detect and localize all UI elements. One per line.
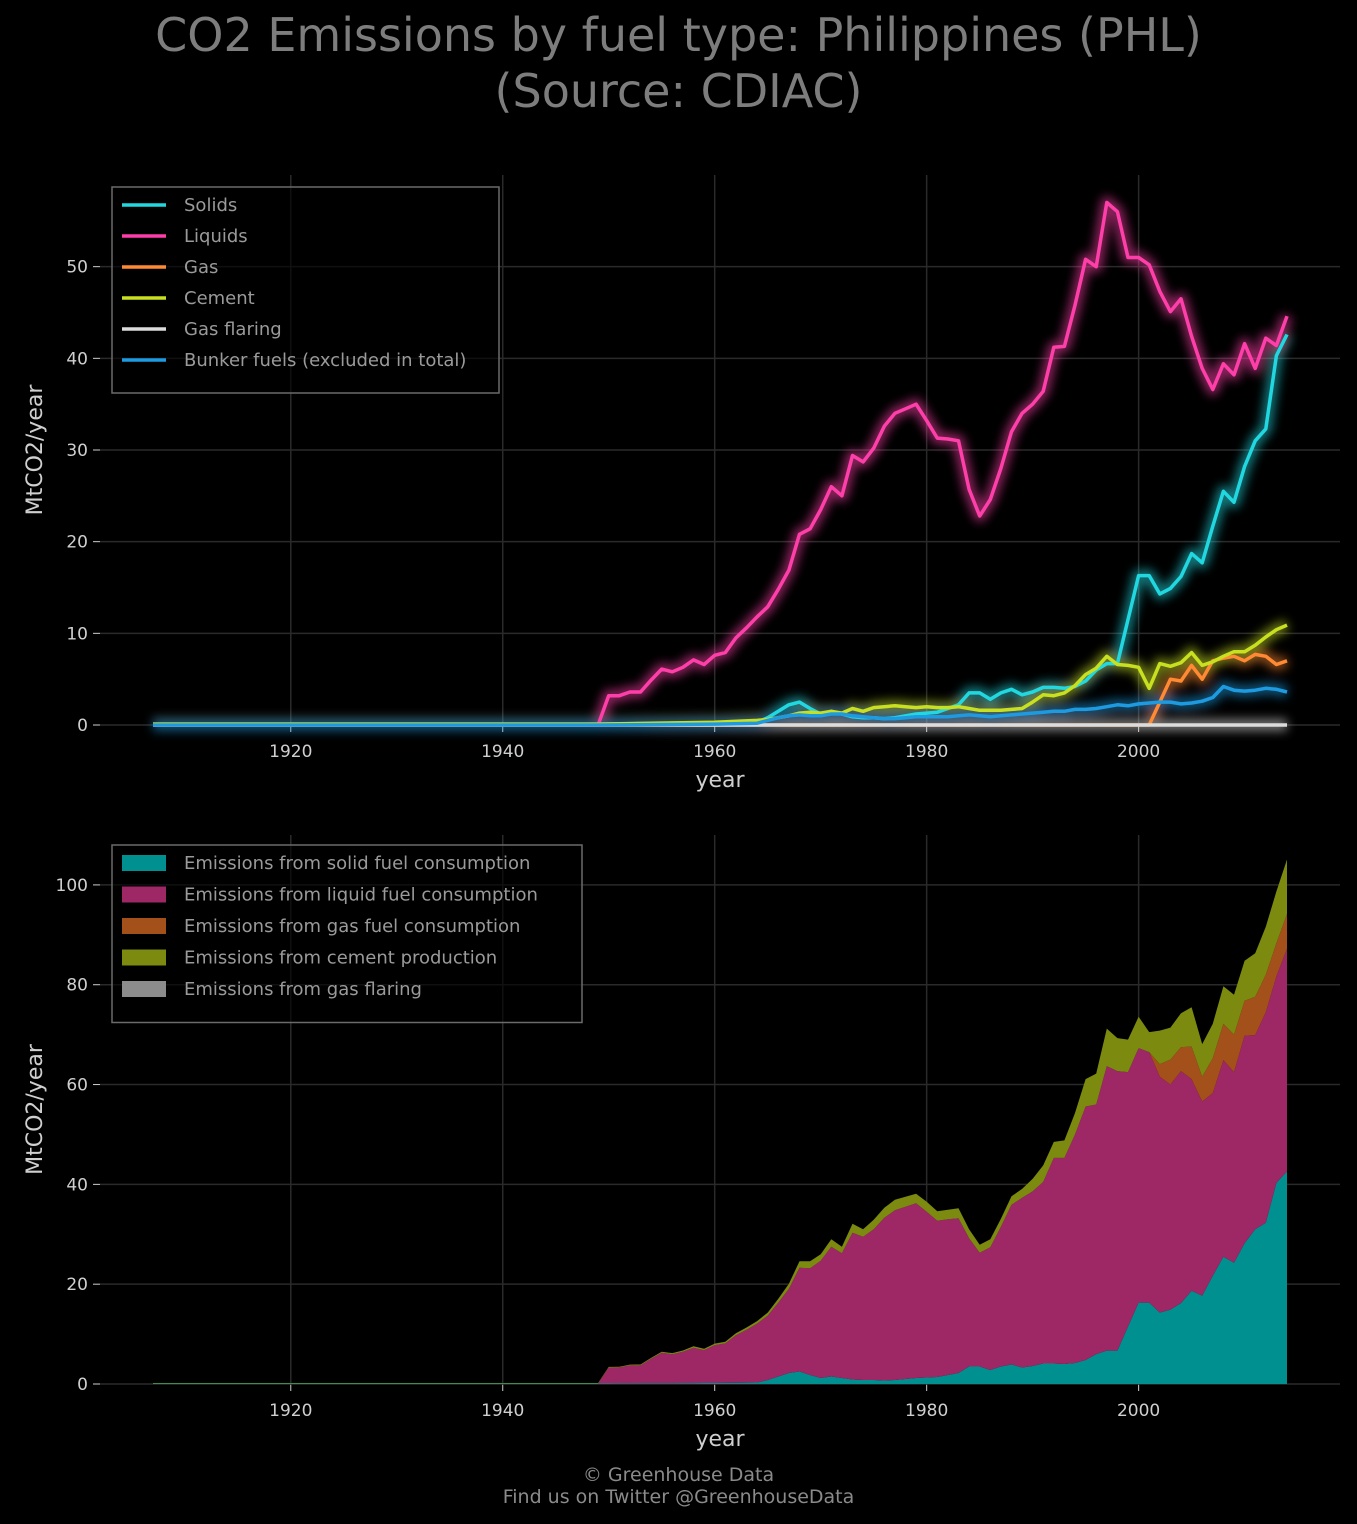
x-tick-label: 1940 — [481, 1401, 524, 1421]
line-chart-panel: 1920 1940 1960 1980 2000 0 10 20 30 40 50 year MtCO2… — [23, 175, 1340, 793]
legend-label-emissions-from-gas-fuel-consumption: Emissions from gas fuel consumption — [184, 916, 520, 937]
legend-box — [111, 186, 500, 394]
series-line-gas — [153, 652, 1288, 727]
legend-swatch-emissions-from-cement-production — [122, 949, 166, 966]
chart-title-line-1: CO2 Emissions by fuel type: Philippines … — [155, 8, 1202, 62]
area-emissions-from-liquid-fuel-consumption — [153, 948, 1287, 1384]
legend-swatch-emissions-from-gas-fuel-consumption — [122, 918, 166, 934]
stacked-area-chart-panel: 1920 1940 1960 1980 2000 0 20 40 60 80 100 year MtCO… — [23, 835, 1340, 1452]
y-tick-label: 100 — [56, 876, 88, 896]
y-tick-label: 40 — [66, 349, 88, 369]
legend-label-emissions-from-cement-production: Emissions from cement production — [184, 948, 497, 969]
series-line-bunker-fuels-excluded-in-total — [153, 684, 1288, 727]
legend-swatch-emissions-from-solid-fuel-consumption — [122, 855, 166, 871]
x-tick-label: 1960 — [693, 1401, 736, 1421]
legend-box — [111, 844, 583, 1024]
series-line-cement — [153, 623, 1288, 726]
legend-label-emissions-from-liquid-fuel-consumption: Emissions from liquid fuel consumption — [184, 885, 538, 906]
y-tick-label: 0 — [77, 1375, 88, 1395]
chart-title-line-2: (Source: CDIAC) — [494, 64, 863, 118]
x-tick-label: 1980 — [905, 742, 948, 762]
x-tick-label: 1920 — [269, 742, 312, 762]
y-tick-label: 50 — [66, 258, 88, 278]
legend-label-solids: Solids — [184, 195, 237, 216]
area-emissions-from-solid-fuel-consumption — [153, 1171, 1287, 1384]
legend-label-emissions-from-gas-flaring: Emissions from gas flaring — [184, 979, 422, 1000]
y-axis-label: MtCO2/year — [23, 1043, 48, 1175]
y-tick-label: 20 — [66, 533, 88, 553]
legend-label-gas: Gas — [184, 257, 218, 278]
y-axis-label: MtCO2/year — [23, 384, 48, 516]
y-tick-label: 40 — [66, 1175, 88, 1195]
legend-label-emissions-from-solid-fuel-consumption: Emissions from solid fuel consumption — [184, 853, 530, 874]
y-tick-label: 60 — [66, 1076, 88, 1096]
footer-twitter: Find us on Twitter @GreenhouseData — [502, 1486, 855, 1508]
footer-copyright: © Greenhouse Data — [582, 1464, 775, 1486]
x-tick-label: 1980 — [905, 1401, 948, 1421]
y-tick-label: 20 — [66, 1275, 88, 1295]
x-axis-label: year — [695, 768, 745, 793]
y-tick-label: 30 — [66, 441, 88, 461]
series-line-liquids — [153, 200, 1289, 727]
x-tick-label: 1940 — [481, 742, 524, 762]
legend-label-liquids: Liquids — [184, 226, 248, 247]
legend-swatch-emissions-from-liquid-fuel-consumption — [122, 886, 166, 903]
x-tick-label: 2000 — [1117, 1401, 1160, 1421]
x-tick-label: 1920 — [269, 1401, 312, 1421]
legend-label-cement: Cement — [184, 288, 255, 309]
x-tick-label: 1960 — [693, 742, 736, 762]
y-tick-label: 0 — [77, 716, 88, 736]
y-tick-label: 10 — [66, 624, 88, 644]
legend-label-gas-flaring: Gas flaring — [184, 319, 282, 340]
x-tick-label: 2000 — [1117, 742, 1160, 762]
y-tick-label: 80 — [66, 976, 88, 996]
legend-swatch-emissions-from-gas-flaring — [122, 981, 166, 997]
x-axis-label: year — [695, 1427, 745, 1452]
legend-label-bunker-fuels-excluded-in-total: Bunker fuels (excluded in total) — [184, 350, 466, 371]
